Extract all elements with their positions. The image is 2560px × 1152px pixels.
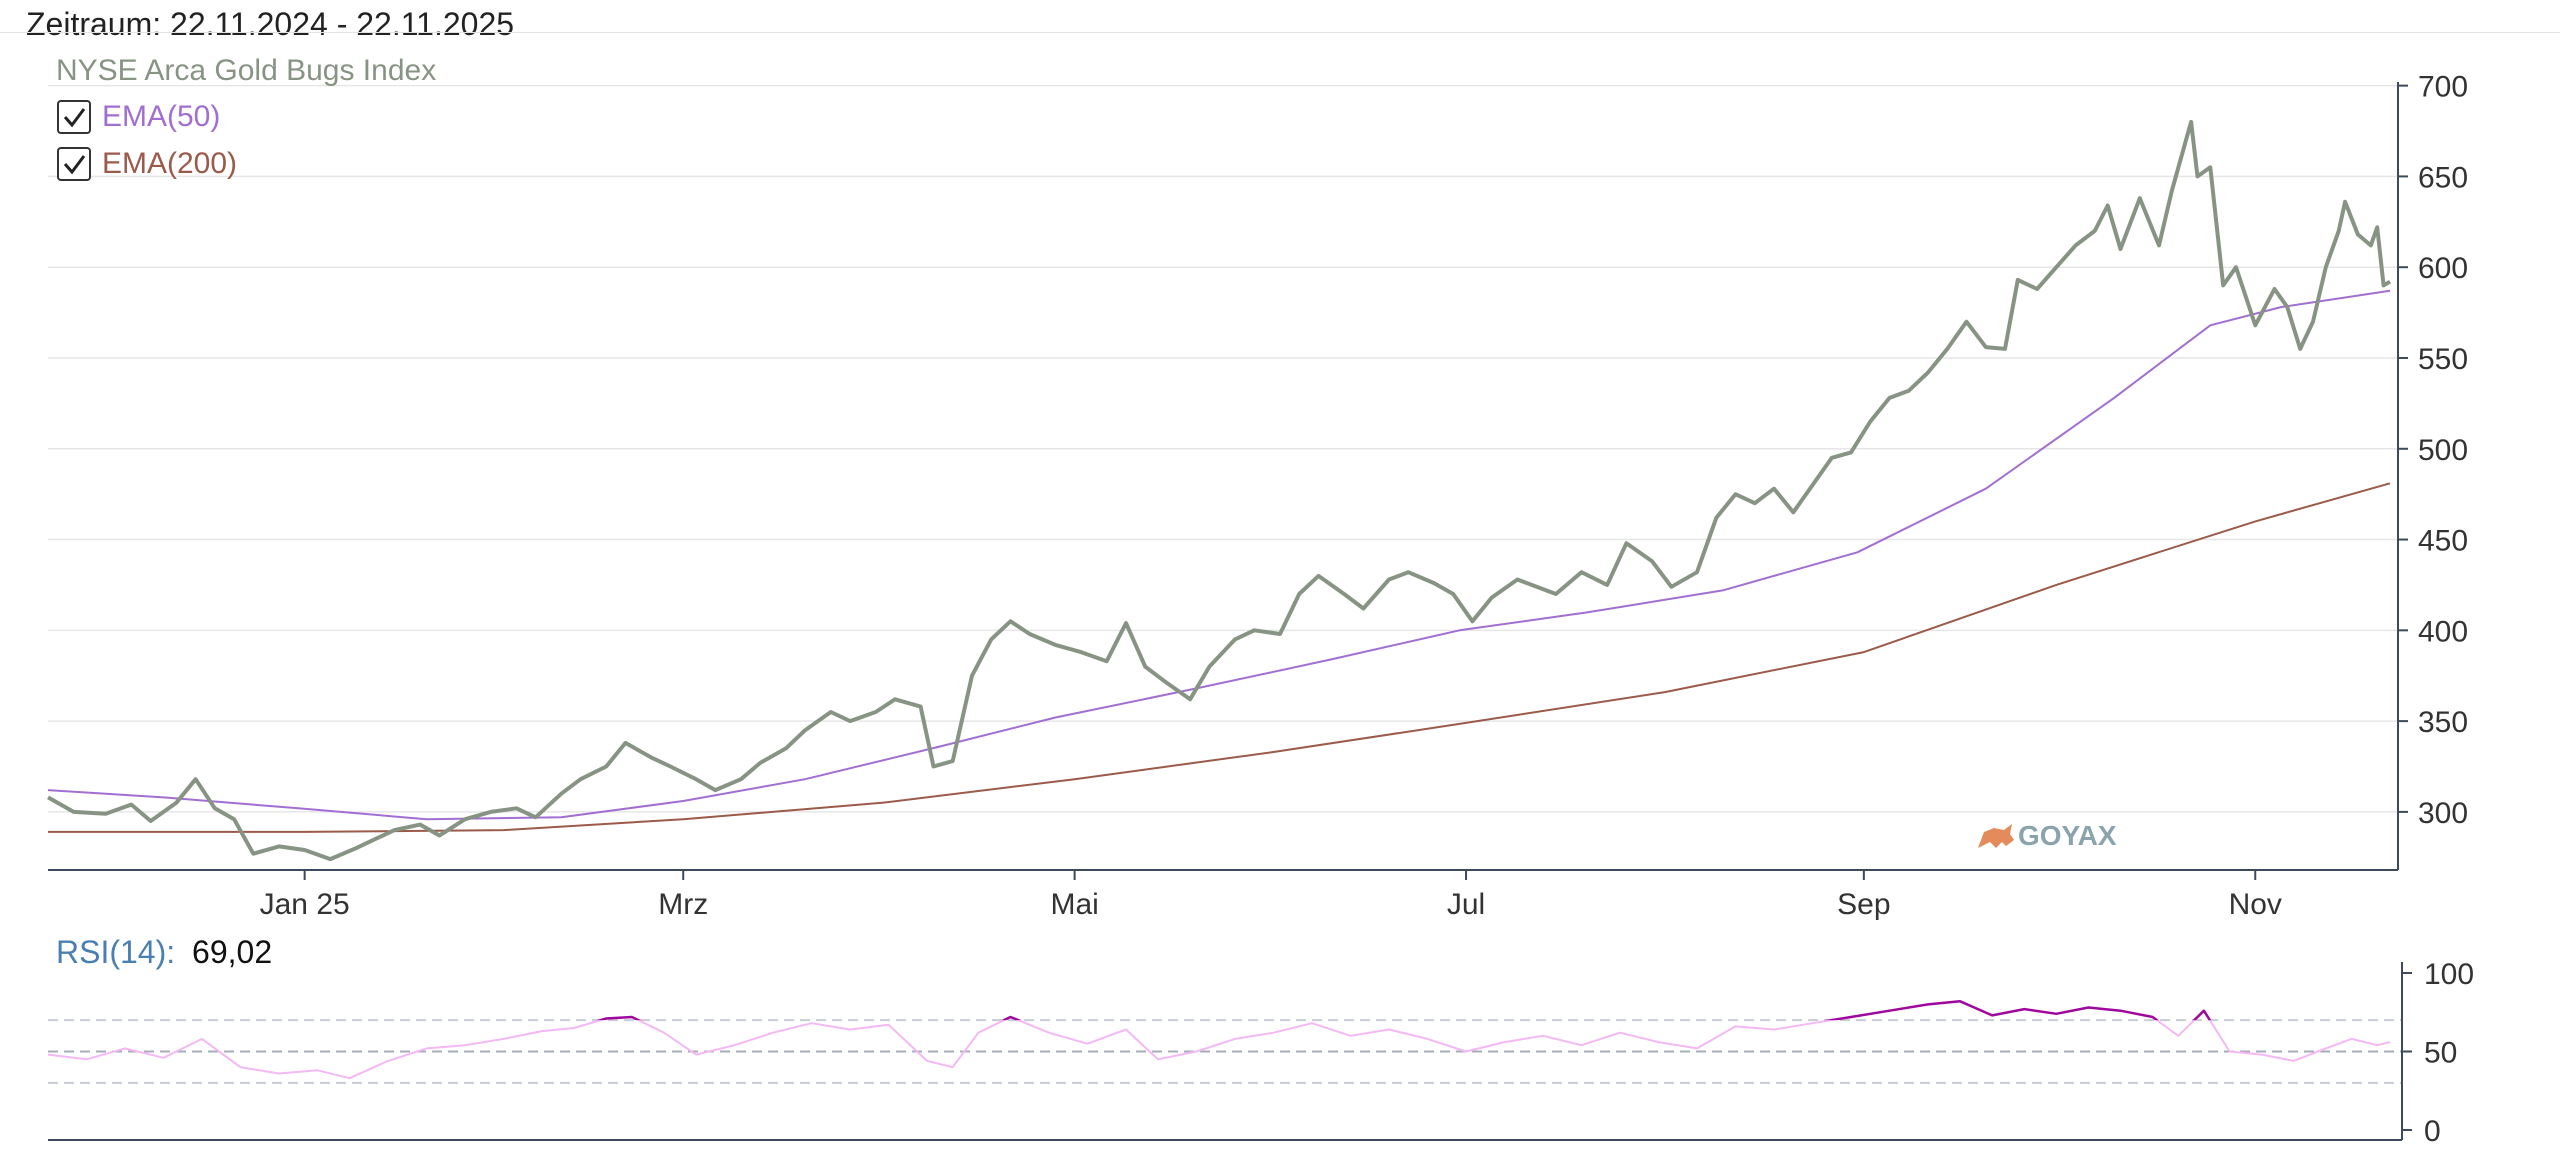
price-y-tick-label: 400 [2418, 615, 2468, 648]
price-y-tick-label: 600 [2418, 252, 2468, 285]
watermark-text: GOYAX [2018, 820, 2117, 851]
rsi-y-tick-label: 0 [2424, 1115, 2441, 1148]
price-gridlines [48, 84, 2398, 813]
x-tick-label: Jul [1447, 888, 1485, 921]
price-y-ticks: 300 350 400 450 500 550 600 650 700 [2398, 71, 2468, 830]
period-label: Zeitraum: 22.11.2024 - 22.11.2025 [26, 6, 515, 42]
legend-item-ema50[interactable]: EMA(50) [57, 100, 220, 134]
price-series-group [47, 119, 2392, 862]
rsi-line [47, 1000, 2391, 1080]
rsi-series-group [47, 1000, 2391, 1080]
legend-label-ema200: EMA(200) [102, 147, 237, 180]
legend-title: NYSE Arca Gold Bugs Index [56, 54, 436, 87]
price-y-tick-label: 650 [2418, 161, 2468, 194]
x-tick-label: Mai [1050, 888, 1098, 921]
goyax-watermark: GOYAX [1978, 820, 2117, 851]
ema50-checkbox[interactable] [57, 100, 91, 134]
ema200-checkbox[interactable] [57, 147, 91, 181]
bull-icon [1978, 824, 2014, 848]
price-y-tick-label: 700 [2418, 71, 2468, 104]
legend-label-ema50: EMA(50) [102, 100, 220, 133]
header-divider [0, 32, 2560, 33]
series-line-nyse-arca-gold-bugs-index [47, 119, 2392, 862]
rsi-overbought-line [596, 1000, 2212, 1021]
x-tick-label: Jan 25 [260, 888, 350, 921]
series-line-ema-50 [47, 289, 2391, 821]
rsi-label: RSI(14): [56, 934, 175, 970]
series-line-ema-200 [48, 482, 2391, 833]
x-tick-label: Mrz [658, 888, 708, 921]
price-y-tick-label: 550 [2418, 343, 2468, 376]
price-y-tick-label: 300 [2418, 797, 2468, 830]
check-icon [63, 108, 86, 128]
rsi-y-tick-label: 50 [2424, 1037, 2457, 1070]
x-tick-label: Nov [2229, 888, 2282, 921]
x-tick-label: Sep [1837, 888, 1890, 921]
rsi-y-ticks: 0 50 100 [2402, 958, 2474, 1148]
price-y-tick-label: 350 [2418, 706, 2468, 739]
x-axis-ticks: Jan 25 Mrz Mai Jul Sep Nov [260, 870, 2282, 921]
rsi-reference-lines [48, 1019, 2402, 1084]
rsi-y-tick-label: 100 [2424, 958, 2474, 991]
check-icon [63, 155, 86, 175]
price-y-tick-label: 500 [2418, 434, 2468, 467]
legend-item-ema200[interactable]: EMA(200) [57, 147, 237, 181]
rsi-value: 69,02 [192, 934, 272, 970]
price-y-tick-label: 450 [2418, 525, 2468, 558]
rsi-readout: RSI(14): 69,02 [56, 934, 272, 970]
